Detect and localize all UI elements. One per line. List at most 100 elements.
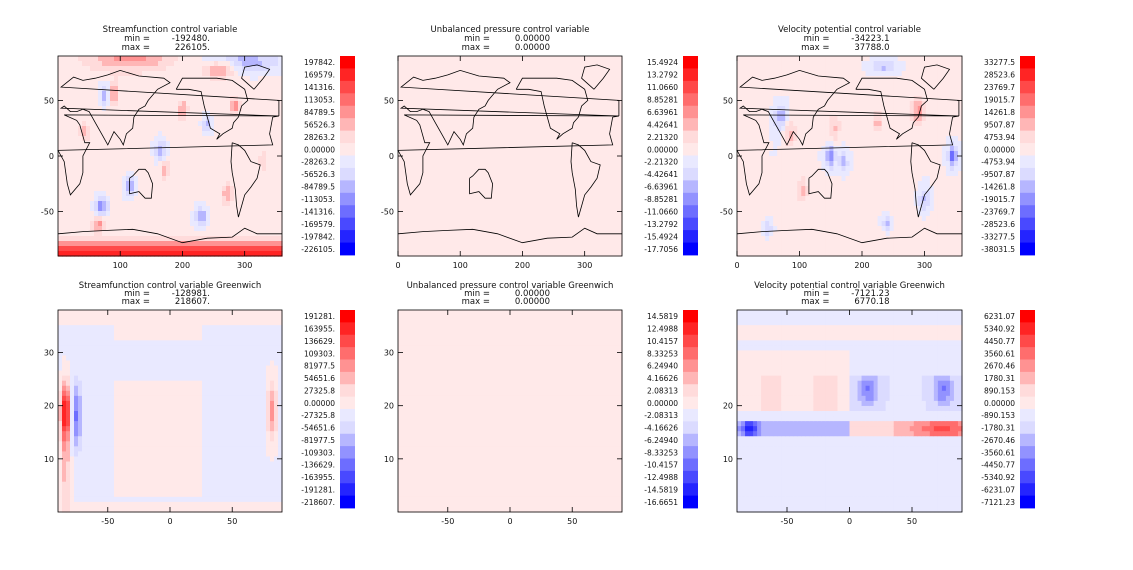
heatmap-cell — [134, 81, 139, 87]
heatmap-cell — [82, 111, 87, 117]
heatmap-cell — [749, 176, 754, 182]
heatmap-cell — [498, 56, 503, 62]
heatmap-cell — [130, 246, 135, 252]
heatmap-cell — [246, 196, 251, 202]
heatmap-cell — [154, 206, 159, 212]
heatmap-cell — [430, 211, 435, 217]
heatmap-cell — [94, 116, 99, 122]
heatmap-cell — [106, 166, 111, 172]
heatmap-cell — [138, 146, 143, 152]
heatmap-cell — [94, 81, 99, 87]
heatmap-cell — [266, 61, 271, 67]
heatmap-cell — [558, 121, 563, 127]
heatmap-cell — [558, 56, 563, 62]
heatmap-cell — [442, 91, 447, 97]
heatmap-cell — [266, 246, 271, 252]
colorbar-label: 15.4924 — [647, 58, 678, 67]
heatmap-cell — [502, 211, 507, 217]
heatmap-cell — [606, 241, 611, 247]
heatmap-cell — [482, 86, 487, 92]
heatmap-cell — [258, 56, 263, 62]
heatmap-cell — [182, 106, 187, 112]
heatmap-cell — [142, 81, 147, 87]
heatmap-cell — [498, 116, 503, 122]
heatmap-cell — [498, 71, 503, 77]
heatmap-cell — [614, 121, 619, 127]
heatmap-cell — [210, 186, 215, 192]
heatmap-cell — [434, 186, 439, 192]
heatmap-cell — [506, 61, 511, 67]
heatmap-cell — [514, 216, 519, 222]
heatmap-cell — [478, 116, 483, 122]
heatmap-cell — [98, 186, 103, 192]
heatmap-cell — [222, 161, 227, 167]
heatmap-cell — [410, 191, 415, 197]
heatmap-cell — [450, 201, 455, 207]
heatmap-cell — [534, 221, 539, 227]
heatmap-cell — [178, 71, 183, 77]
heatmap-cell — [262, 236, 267, 242]
heatmap-cell — [534, 211, 539, 217]
heatmap-cell — [226, 56, 231, 62]
heatmap-cell — [434, 106, 439, 112]
heatmap-cell — [258, 126, 263, 132]
heatmap-cell — [554, 156, 559, 162]
heatmap-cell — [214, 241, 219, 247]
heatmap-cell — [506, 66, 511, 72]
heatmap-cell — [266, 181, 271, 187]
heatmap-cell — [98, 106, 103, 112]
heatmap-cell — [122, 221, 127, 227]
heatmap-cell — [566, 146, 571, 152]
heatmap-cell — [546, 236, 551, 242]
heatmap-cell — [134, 131, 139, 137]
heatmap-cell — [202, 76, 207, 82]
heatmap-cell — [586, 246, 591, 252]
heatmap-cell — [174, 101, 179, 107]
heatmap-cell — [478, 66, 483, 72]
heatmap-cell — [426, 211, 431, 217]
heatmap-cell — [506, 166, 511, 172]
heatmap-cell — [190, 161, 195, 167]
heatmap-cell — [70, 101, 75, 107]
heatmap-cell — [578, 246, 583, 252]
heatmap-cell — [130, 161, 135, 167]
heatmap-cell — [158, 131, 163, 137]
heatmap-cell — [182, 61, 187, 67]
heatmap-cell — [170, 86, 175, 92]
heatmap-cell — [757, 216, 762, 222]
heatmap-cell — [90, 101, 95, 107]
heatmap-cell — [266, 106, 271, 112]
heatmap-cell — [222, 206, 227, 212]
heatmap-cell — [470, 96, 475, 102]
heatmap-cell — [462, 166, 467, 172]
heatmap-cell — [454, 121, 459, 127]
heatmap-cell — [66, 136, 71, 142]
heatmap-cell — [242, 161, 247, 167]
heatmap-cell — [566, 106, 571, 112]
heatmap-cell — [502, 151, 507, 157]
heatmap-cell — [582, 161, 587, 167]
heatmap-cell — [534, 166, 539, 172]
heatmap-cell — [110, 116, 115, 122]
heatmap-cell — [74, 146, 79, 152]
heatmap-cell — [238, 176, 243, 182]
heatmap-cell — [518, 131, 523, 137]
heatmap-cell — [222, 66, 227, 72]
heatmap-cell — [94, 216, 99, 222]
heatmap-cell — [590, 126, 595, 132]
heatmap-cell — [562, 101, 567, 107]
heatmap-cell — [606, 161, 611, 167]
heatmap-cell — [454, 166, 459, 172]
heatmap-cell — [270, 211, 275, 217]
heatmap-cell — [186, 156, 191, 162]
heatmap-cell — [170, 211, 175, 217]
heatmap-cell — [70, 166, 75, 172]
heatmap-cell — [66, 206, 71, 212]
heatmap-cell — [582, 136, 587, 142]
heatmap-cell — [70, 141, 75, 147]
heatmap-cell — [466, 96, 471, 102]
heatmap-cell — [414, 56, 419, 62]
heatmap-cell — [598, 71, 603, 77]
heatmap-cell — [458, 191, 463, 197]
heatmap-cell — [182, 196, 187, 202]
